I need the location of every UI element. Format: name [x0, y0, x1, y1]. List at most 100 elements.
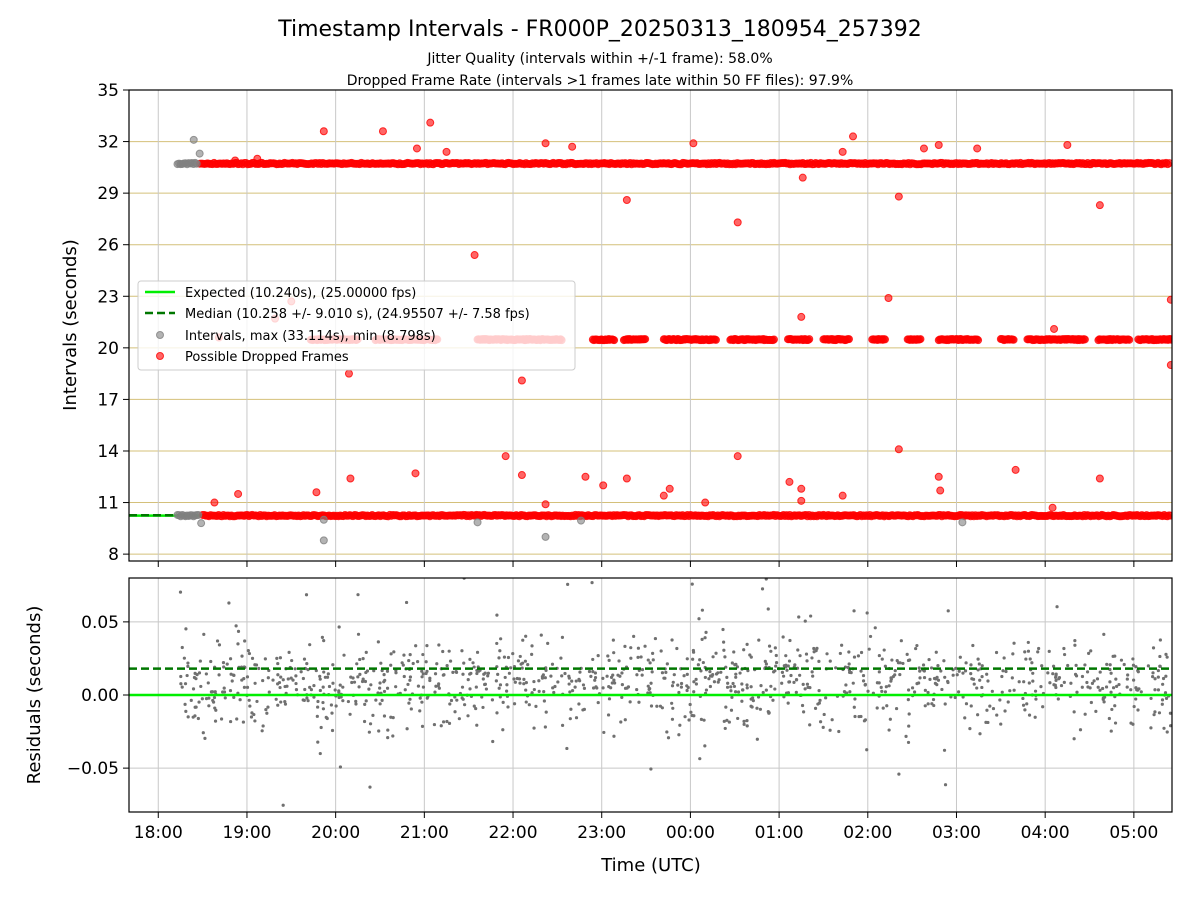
residual-point: [838, 651, 842, 656]
residual-point: [180, 685, 184, 689]
residual-point: [719, 670, 723, 674]
residual-point: [1109, 671, 1113, 675]
residual-point: [694, 677, 698, 681]
residual-point: [605, 674, 609, 678]
residual-point: [851, 681, 855, 685]
residual-point: [560, 674, 564, 678]
residual-point: [1072, 710, 1076, 714]
residual-point: [863, 683, 867, 687]
x-tick-label: 23:00: [577, 823, 626, 843]
residual-point: [1089, 649, 1093, 653]
residual-point: [183, 682, 188, 686]
residual-point: [811, 674, 815, 678]
residual-point: [506, 705, 510, 709]
residual-point: [988, 704, 992, 708]
intervals-y-tick-label: 29: [97, 184, 119, 204]
chart-subtitle-jitter: Jitter Quality (intervals within +/-1 fr…: [426, 51, 772, 67]
dropped-frame-outlier-point: [470, 251, 479, 260]
residual-point: [568, 690, 572, 694]
residual-point: [207, 704, 211, 708]
x-tick-label: 22:00: [489, 823, 538, 843]
residual-point: [650, 670, 654, 674]
residual-point: [822, 712, 826, 717]
residual-point: [316, 740, 320, 744]
residual-point: [761, 690, 765, 695]
residual-point: [253, 681, 257, 685]
residual-point: [619, 720, 623, 724]
residual-point: [1157, 711, 1162, 715]
residual-point: [475, 723, 479, 727]
residual-point: [1158, 664, 1162, 668]
residual-point: [985, 708, 989, 712]
residual-point: [1095, 677, 1100, 681]
residual-point: [998, 698, 1002, 702]
residual-point: [616, 673, 620, 677]
residual-point: [537, 679, 541, 683]
residual-point: [897, 772, 901, 776]
residual-point: [475, 650, 480, 654]
intervals-y-tick-label: 35: [97, 81, 119, 101]
intervals-y-tick-label: 26: [97, 236, 119, 256]
residual-point: [787, 659, 792, 663]
x-tick-label: 01:00: [755, 823, 804, 843]
residual-point: [946, 609, 950, 613]
residual-point: [1156, 688, 1161, 692]
intervals-y-axis-label: Intervals (seconds): [60, 239, 81, 411]
residual-point: [299, 670, 303, 674]
residual-point: [245, 685, 250, 689]
residual-point: [671, 680, 675, 684]
residual-point: [805, 682, 810, 686]
residual-point: [471, 661, 475, 665]
dropped-frame-outlier-point: [934, 141, 943, 150]
residual-point: [635, 673, 639, 677]
residual-point: [676, 683, 680, 687]
residual-point: [663, 676, 667, 680]
residual-point: [824, 696, 828, 700]
residual-point: [201, 731, 205, 735]
residual-point: [1004, 669, 1008, 674]
dropped-frame-outlier-point: [1095, 474, 1104, 483]
residual-point: [569, 707, 573, 711]
residual-point: [984, 720, 988, 724]
residual-point: [1021, 703, 1026, 707]
residual-point: [1149, 726, 1153, 730]
residual-point: [501, 728, 505, 732]
residual-point: [724, 705, 728, 709]
residual-point: [378, 686, 382, 690]
residual-point: [401, 663, 405, 667]
residual-point: [505, 689, 509, 693]
residual-point: [745, 719, 749, 723]
residual-point: [1023, 650, 1027, 654]
residual-point: [875, 681, 880, 685]
dropped-frame-outlier-point: [319, 127, 328, 136]
residual-point: [212, 695, 217, 700]
residual-point: [781, 674, 786, 678]
residual-point: [1169, 724, 1172, 728]
residual-point: [1108, 680, 1112, 684]
intervals-x-ticks: [157, 561, 1135, 567]
residual-point: [934, 650, 938, 654]
intervals-y-tick-label: 20: [97, 339, 119, 359]
residual-point: [1111, 654, 1115, 658]
dropped-frame-outlier-point: [1050, 324, 1059, 333]
residual-point: [391, 734, 395, 738]
residual-point: [717, 678, 721, 682]
residual-point: [474, 706, 478, 711]
residual-point: [1085, 680, 1089, 685]
dropped-frame-outlier-point: [234, 489, 243, 498]
residual-point: [1108, 667, 1112, 672]
residual-point: [796, 648, 800, 652]
residual-point: [338, 683, 342, 687]
residual-point: [275, 656, 279, 660]
residual-point: [1113, 704, 1117, 708]
residual-point: [794, 690, 798, 694]
residual-point: [859, 669, 863, 673]
residual-point: [946, 680, 950, 685]
dropped-frame-point: [844, 335, 853, 344]
residual-point: [316, 705, 320, 709]
residual-point: [1090, 681, 1095, 686]
residual-point: [265, 711, 269, 715]
residual-point: [755, 737, 759, 741]
residual-point: [483, 682, 487, 686]
residual-point: [266, 705, 270, 709]
